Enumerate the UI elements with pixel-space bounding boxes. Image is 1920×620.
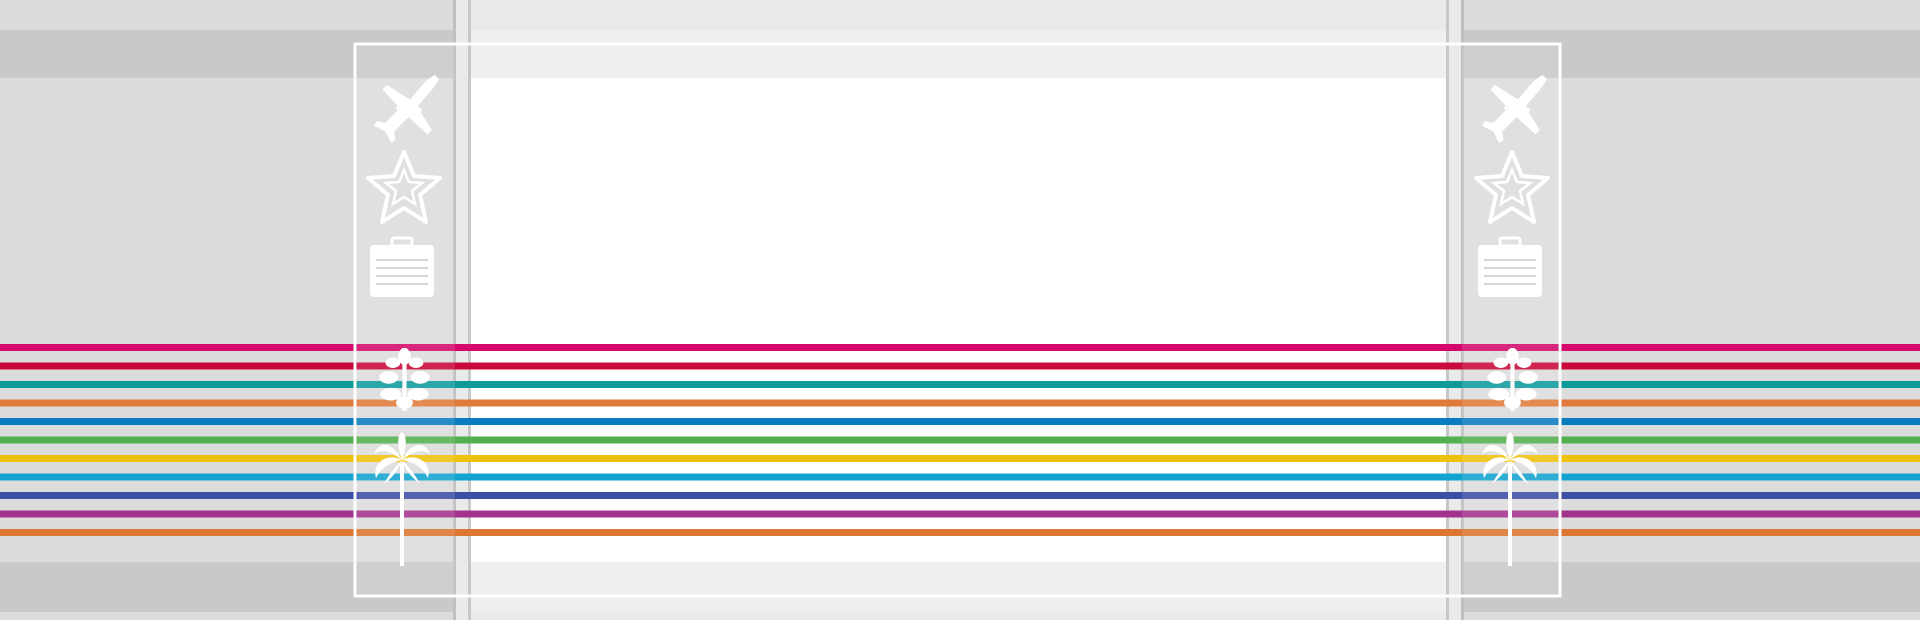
- center-panel: [470, 78, 1448, 562]
- stripe-teal: [0, 381, 1920, 388]
- stripe-dark-orange: [0, 529, 1920, 536]
- frame-tint-left: [357, 46, 455, 594]
- divider-left: [453, 0, 456, 620]
- stripe-yellow: [0, 455, 1920, 462]
- suitcase-icon: [1476, 236, 1544, 299]
- center-bottom-strip: [470, 562, 1448, 612]
- suitcase-icon: [368, 236, 436, 299]
- divider-right: [1461, 0, 1464, 620]
- center-top-strip: [470, 30, 1448, 78]
- stripe-blue: [0, 418, 1920, 425]
- stripe-orange: [0, 399, 1920, 407]
- stripe-cyan: [0, 473, 1920, 481]
- stripe-indigo: [0, 492, 1920, 499]
- rainbow-stripes: [0, 344, 1920, 536]
- outline-frame: [353, 42, 1562, 598]
- stripe-purple: [0, 510, 1920, 518]
- stripe-green: [0, 436, 1920, 444]
- stripe-magenta: [0, 344, 1920, 351]
- stripe-crimson: [0, 362, 1920, 370]
- divider-left-inner: [468, 0, 471, 620]
- divider-right-inner: [1446, 0, 1449, 620]
- side-panel-right: [1448, 0, 1462, 620]
- side-panel-left: [455, 0, 470, 620]
